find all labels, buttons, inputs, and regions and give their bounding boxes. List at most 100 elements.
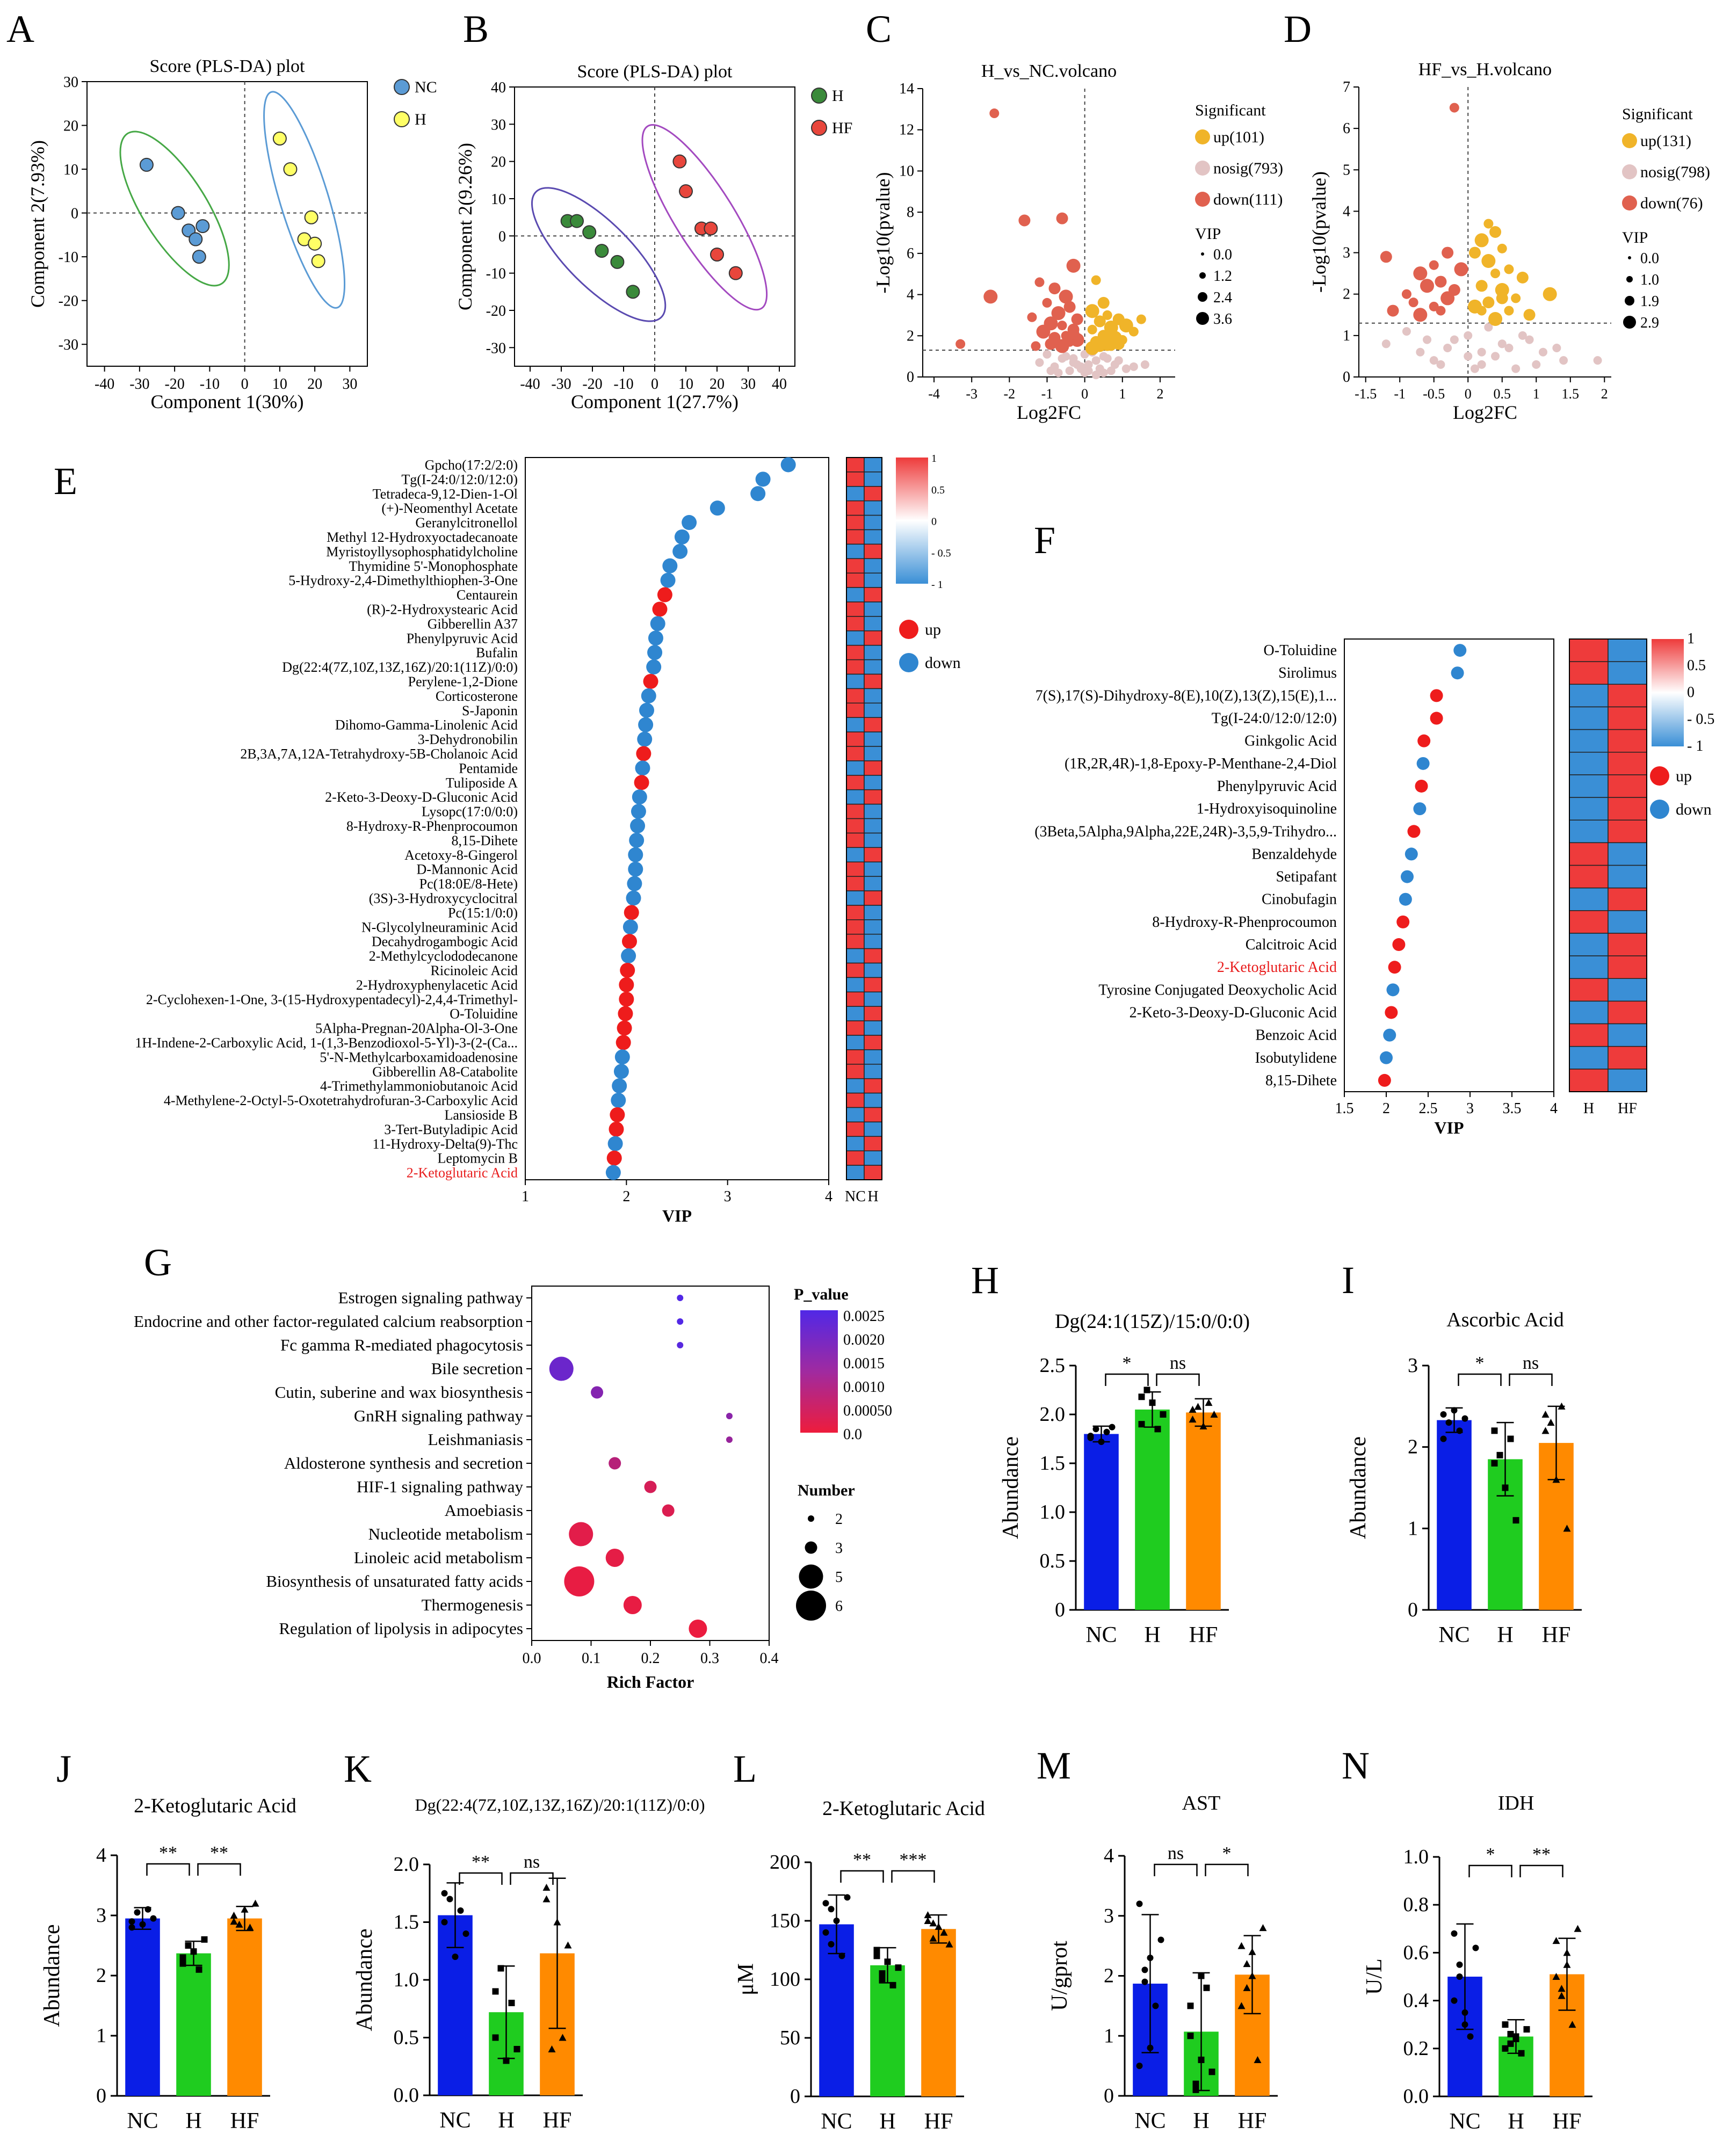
heatmap-cell xyxy=(864,847,882,862)
vip-dot-up xyxy=(609,1121,624,1137)
replicate-point xyxy=(1451,1997,1458,2004)
significance-bracket xyxy=(459,1872,503,1885)
vip-dot-down xyxy=(632,789,647,805)
legend-label: H xyxy=(832,87,844,105)
data-point-hf xyxy=(704,221,718,236)
vip-dot-down xyxy=(1451,666,1464,680)
volcano-point-up xyxy=(1504,264,1514,274)
volcano-point-nosig xyxy=(1532,360,1541,369)
data-point-h xyxy=(610,255,625,269)
metabolite-label: Benzoic Acid xyxy=(1255,1027,1337,1044)
vip-dot-down xyxy=(1380,1051,1393,1064)
volcano-point-nosig xyxy=(1504,344,1514,352)
legend-title: Significant xyxy=(1195,101,1266,119)
replicate-point xyxy=(1507,1435,1514,1442)
volcano-point-up xyxy=(1112,338,1125,350)
vip-dot-down xyxy=(629,832,645,848)
metabolite-label: Isobutylidene xyxy=(1255,1050,1337,1066)
legend-label: up(131) xyxy=(1640,132,1691,150)
heatmap-column-label: H xyxy=(867,1188,878,1205)
volcano-point-up xyxy=(1488,312,1503,326)
replicate-point xyxy=(1558,1992,1566,1999)
vip-dot-down xyxy=(1401,870,1414,883)
volcano-point-nosig xyxy=(1061,352,1070,361)
x-tick-label: -30 xyxy=(551,376,571,393)
y-tick-label: 150 xyxy=(770,1910,800,1932)
volcano-point-up xyxy=(1475,280,1488,292)
vip-dot-up xyxy=(652,601,668,617)
x-category-label: NC xyxy=(127,2109,158,2133)
color-scale-tick: 1 xyxy=(1687,630,1695,647)
pathway-label: Amoebiasis xyxy=(445,1501,523,1520)
replicate-point xyxy=(492,1988,499,1995)
x-category-label: HF xyxy=(1542,1623,1571,1647)
heatmap-cell xyxy=(846,1150,865,1166)
replicate-point xyxy=(241,1905,249,1913)
volcano-point-nosig xyxy=(1076,364,1085,373)
data-point-hf xyxy=(710,248,724,262)
bar-hf xyxy=(227,1918,262,2096)
replicate-point xyxy=(833,1918,840,1924)
metabolite-label: 1H-Indene-2-Carboxylic Acid, 1-(1,3-Benz… xyxy=(135,1035,518,1050)
heatmap-cell xyxy=(864,457,882,473)
volcano-point-nosig xyxy=(1065,366,1074,375)
x-category-label: HF xyxy=(1238,2109,1267,2133)
data-point-nc xyxy=(196,219,210,234)
heatmap-cell xyxy=(846,587,865,602)
heatmap-cell xyxy=(864,933,882,949)
replicate-point xyxy=(1243,1960,1251,1968)
y-tick-label: 10 xyxy=(899,163,914,179)
y-tick-label: 2 xyxy=(1104,1965,1114,1987)
volcano-point-down xyxy=(983,289,998,304)
vip-dot-up xyxy=(1378,1073,1391,1087)
y-tick-label: 0 xyxy=(790,2085,800,2108)
heatmap-cell xyxy=(1569,638,1609,662)
panel-label: J xyxy=(56,1747,71,1790)
y-tick-label: 0.2 xyxy=(1403,2037,1429,2060)
legend-vip-marker xyxy=(1628,256,1631,259)
volcano-point-up xyxy=(1482,296,1495,309)
y-tick-label: 10 xyxy=(63,162,78,178)
x-tick-label: 0 xyxy=(1465,386,1472,402)
pathway-label: Leishmaniasis xyxy=(428,1430,523,1449)
heatmap-cell xyxy=(864,948,882,964)
data-point-hf xyxy=(672,154,687,169)
metabolite-label: (3Beta,5Alpha,9Alpha,22E,24R)-3,5,9-Trih… xyxy=(1034,823,1337,840)
replicate-point xyxy=(441,1919,448,1926)
heatmap-cell xyxy=(1608,955,1647,979)
heatmap-cell xyxy=(864,616,882,631)
heatmap-cell xyxy=(1569,661,1609,685)
volcano-point-down xyxy=(1442,246,1454,259)
y-axis-label: Abundance xyxy=(40,1924,64,2027)
heatmap-cell xyxy=(1608,638,1647,662)
replicate-point xyxy=(929,1919,937,1927)
heatmap-cell xyxy=(846,1078,865,1094)
heatmap-cell xyxy=(864,818,882,834)
heatmap-cell xyxy=(846,514,865,531)
legend-marker xyxy=(1195,129,1210,144)
volcano-point-nosig xyxy=(1436,360,1445,369)
replicate-point xyxy=(1512,2035,1519,2042)
replicate-point xyxy=(1138,1421,1145,1428)
legend-label: up(101) xyxy=(1213,128,1264,146)
volcano-point-down xyxy=(1059,289,1073,304)
pathway-bubble xyxy=(644,1480,657,1493)
y-tick-label: -30 xyxy=(486,340,506,357)
volcano-point-up xyxy=(1128,326,1139,337)
legend-marker xyxy=(1195,161,1210,176)
volcano-point-nosig xyxy=(1084,360,1093,369)
vip-dot-down xyxy=(638,717,654,732)
metabolite-label: Dg(22:4(7Z,10Z,13Z,16Z)/20:1(11Z)/0:0) xyxy=(282,659,518,675)
vip-dot-up xyxy=(624,905,639,920)
y-tick-label: 20 xyxy=(491,154,506,171)
volcano-point-nosig xyxy=(1464,331,1473,340)
metabolite-label: Benzaldehyde xyxy=(1251,846,1337,862)
metabolite-label: S-Japonin xyxy=(462,703,518,718)
legend-vip-label: 1.2 xyxy=(1213,268,1232,285)
vip-dot-down xyxy=(750,486,766,502)
replicate-point xyxy=(1574,1925,1582,1932)
x-category-label: H xyxy=(498,2108,514,2133)
metabolite-label: Geranylcitronellol xyxy=(415,515,518,531)
metabolite-label: Dihomo-Gamma-Linolenic Acid xyxy=(335,717,518,733)
volcano-point-down xyxy=(1454,262,1468,277)
